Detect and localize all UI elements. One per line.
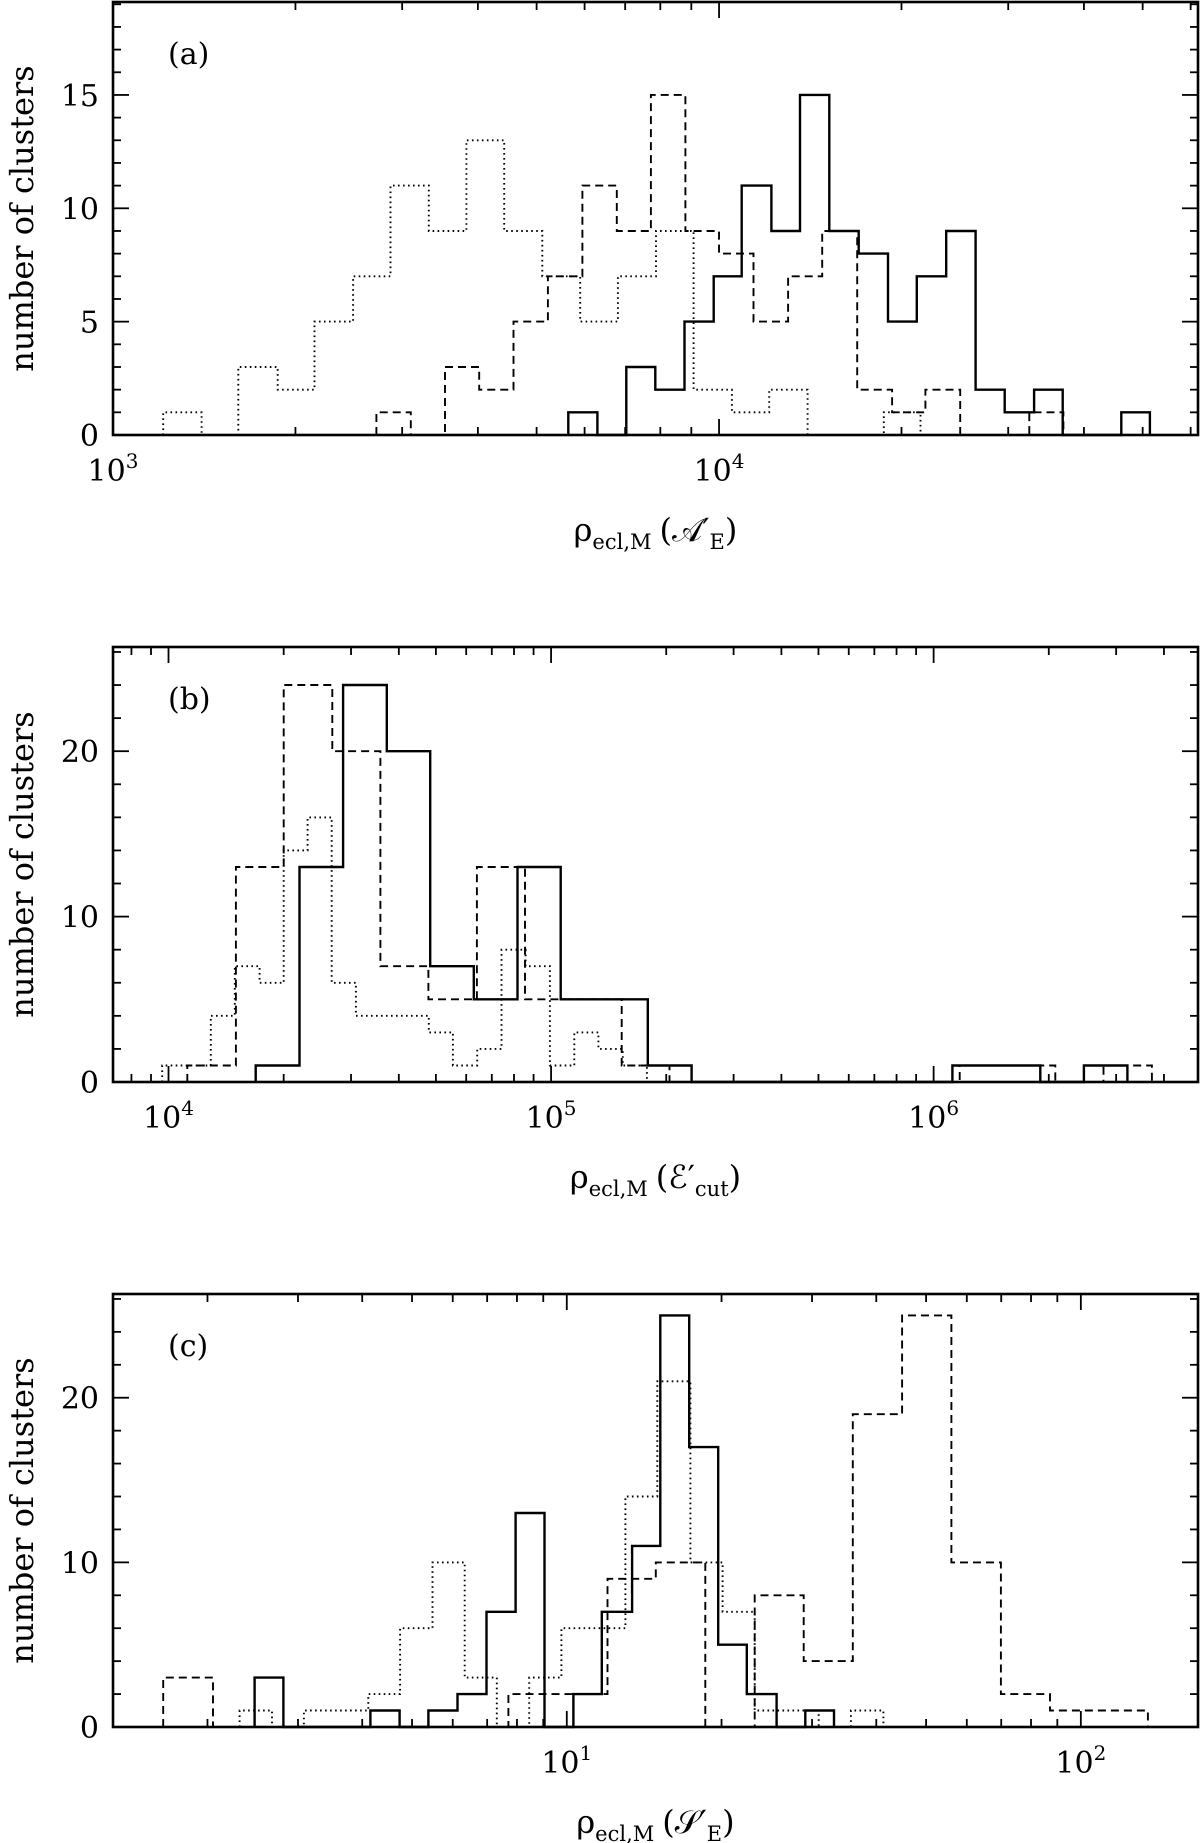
x-tick-exponent: 1 — [580, 1741, 593, 1765]
x-label-argument: ℰ′ — [668, 1158, 695, 1196]
x-axis-label: ρecl,M (ℰ′cut) — [570, 1158, 741, 1201]
x-tick-base: 10 — [143, 1101, 181, 1136]
x-label-argument-subscript: cut — [695, 1177, 729, 1201]
x-label-close-paren: ) — [729, 1158, 741, 1196]
x-label-open-paren: ( — [660, 511, 672, 549]
x-tick-exponent: 5 — [564, 1096, 577, 1120]
histogram-dashed-series — [186, 684, 1153, 1083]
y-axis-label: number of clusters — [3, 1357, 41, 1663]
histogram-dotted-series — [162, 139, 922, 436]
x-label-open-paren: ( — [662, 1803, 674, 1841]
x-tick-label: 104 — [143, 1096, 194, 1136]
x-label-symbol: ρ — [574, 511, 593, 549]
x-tick-base: 10 — [694, 454, 732, 489]
y-tick-label: 0 — [80, 1066, 99, 1101]
panel-label: (a) — [168, 37, 209, 72]
y-tick-label: 0 — [80, 419, 99, 454]
y-tick-label: 5 — [80, 306, 99, 341]
histogram-dashed-series — [162, 1314, 1149, 1728]
x-label-subscript: ecl,M — [595, 1822, 654, 1843]
plot-frame — [111, 1292, 1200, 1729]
x-tick-label: 104 — [694, 449, 745, 489]
x-axis-label: ρecl,M (𝒮′E) — [576, 1803, 734, 1843]
x-tick-base: 10 — [1055, 1746, 1093, 1781]
x-tick-exponent: 6 — [946, 1096, 959, 1120]
x-tick-label: 102 — [1055, 1741, 1106, 1781]
y-tick-label: 20 — [61, 735, 99, 770]
histogram-solid-series — [254, 683, 1129, 1084]
x-axis-label: ρecl,M (𝒜′E) — [574, 511, 738, 554]
histogram-dotted-series — [238, 1380, 885, 1728]
x-label-close-paren: ) — [722, 1803, 734, 1841]
x-tick-exponent: 3 — [126, 449, 139, 473]
x-tick-base: 10 — [541, 1746, 579, 1781]
x-tick-exponent: 4 — [181, 1096, 194, 1120]
plot-frame — [111, 0, 1200, 437]
x-label-argument: 𝒜′ — [672, 511, 710, 549]
x-tick-base: 10 — [526, 1101, 564, 1136]
y-tick-label: 15 — [61, 79, 99, 114]
x-tick-label: 103 — [88, 449, 139, 489]
panel-label: (c) — [168, 1329, 208, 1364]
x-label-subscript: ecl,M — [592, 530, 651, 554]
y-tick-label: 0 — [80, 1711, 99, 1746]
histogram-solid-series — [567, 93, 1152, 437]
panel-label: (b) — [168, 682, 211, 717]
x-label-argument-subscript: E — [710, 530, 725, 554]
plot-frame — [111, 645, 1200, 1084]
x-tick-label: 105 — [526, 1096, 577, 1136]
y-axis-label: number of clusters — [3, 65, 41, 371]
x-tick-label: 106 — [908, 1096, 959, 1136]
y-tick-label: 10 — [61, 901, 99, 936]
y-tick-label: 20 — [61, 1382, 99, 1417]
histogram-dashed-series — [375, 93, 1065, 436]
x-label-symbol: ρ — [576, 1803, 595, 1841]
x-label-subscript: ecl,M — [589, 1177, 648, 1201]
y-axis-label: number of clusters — [3, 711, 41, 1017]
x-tick-label: 101 — [541, 1741, 592, 1781]
x-label-symbol: ρ — [570, 1158, 589, 1196]
y-tick-label: 10 — [61, 192, 99, 227]
x-label-argument-subscript: E — [707, 1822, 722, 1843]
histogram-solid-series — [253, 1314, 836, 1729]
x-tick-base: 10 — [908, 1101, 946, 1136]
x-label-argument: 𝒮′ — [675, 1803, 707, 1841]
y-tick-label: 10 — [61, 1546, 99, 1581]
histogram-dotted-series — [161, 816, 648, 1082]
x-label-open-paren: ( — [656, 1158, 668, 1196]
x-tick-exponent: 2 — [1094, 1741, 1107, 1765]
x-label-close-paren: ) — [725, 511, 737, 549]
x-tick-base: 10 — [88, 454, 126, 489]
x-tick-exponent: 4 — [732, 449, 745, 473]
